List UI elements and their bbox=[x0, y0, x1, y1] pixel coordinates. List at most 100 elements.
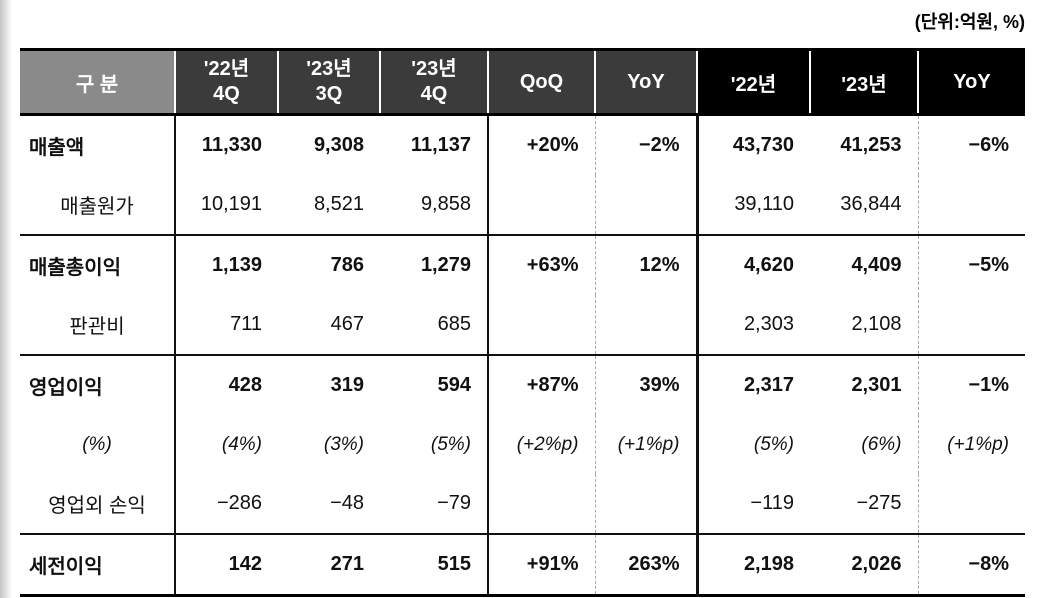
table-cell: 43,730 bbox=[732, 134, 794, 156]
table-cell: (+1%p) bbox=[595, 415, 699, 474]
header-line: 4Q bbox=[420, 83, 448, 105]
table-cell bbox=[918, 474, 1025, 534]
table-cell: 319 bbox=[278, 354, 380, 415]
header-cell-23y-3q: '23년 3Q bbox=[278, 49, 381, 116]
table-cell: (6%) bbox=[810, 415, 919, 474]
header-cell-23y: '23년 bbox=[810, 49, 919, 116]
table-row-non-operating: 영업외 손익 −286 −48 −79 −119 −275 bbox=[20, 474, 1025, 534]
table-cell: 263% bbox=[595, 533, 699, 596]
table-cell: 2,301 bbox=[810, 354, 919, 415]
table-cell: −286 bbox=[216, 492, 262, 514]
table-cell: 12% bbox=[595, 234, 699, 295]
table-cell: 2,026 bbox=[810, 533, 919, 596]
table-cell bbox=[595, 295, 699, 355]
table-cell: −275 bbox=[810, 474, 919, 534]
table-cell: 41,253 bbox=[810, 114, 919, 175]
table-cell: 786 bbox=[278, 234, 380, 295]
table-cell: 39,110 bbox=[734, 193, 794, 215]
header-line: '23년 bbox=[306, 58, 352, 80]
header-cell-qoq: QoQ bbox=[488, 49, 596, 116]
row-label: (%) bbox=[20, 415, 176, 474]
table-cell: 271 bbox=[278, 533, 380, 596]
table-cell: (5%) bbox=[753, 433, 794, 455]
header-cell-22y-4q: '22년 4Q bbox=[175, 49, 279, 116]
table-cell: −119 bbox=[750, 492, 794, 514]
table-cell: 2,317 bbox=[697, 354, 810, 415]
table-body: 매출액 11,330 9,308 11,137 +20% −2% 43,730 … bbox=[20, 114, 1025, 596]
table-cell bbox=[918, 295, 1025, 355]
table-cell: 142 bbox=[175, 533, 278, 596]
row-label: 영업이익 bbox=[20, 354, 176, 415]
header-cell-23y-4q: '23년 4Q bbox=[380, 49, 489, 116]
table-cell: 515 bbox=[380, 533, 489, 596]
table-cell: (3%) bbox=[323, 433, 364, 455]
header-line: 4Q bbox=[213, 83, 240, 105]
row-label: 세전이익 bbox=[20, 533, 176, 596]
table-cell: 711 bbox=[230, 313, 262, 335]
row-label: 매출액 bbox=[20, 114, 176, 175]
table-cell: −48 bbox=[330, 492, 364, 514]
header-cell-yoy-annual: YoY bbox=[918, 49, 1025, 116]
unit-note: (단위:억원, %) bbox=[914, 12, 1025, 32]
table-row-operating-margin: (%) (4%) (3%) (5%) (+2%p) (+1%p) (5%) (6… bbox=[20, 415, 1025, 474]
table-cell: 11,137 bbox=[380, 114, 489, 175]
table-cell: −5% bbox=[918, 234, 1025, 295]
table-cell: 39% bbox=[595, 354, 699, 415]
header-cell-yoy-quarter: YoY bbox=[595, 49, 698, 116]
table-cell: 1,279 bbox=[380, 234, 489, 295]
table-cell: 9,858 bbox=[380, 175, 489, 235]
header-line: '23년 bbox=[411, 58, 457, 80]
table-cell: 594 bbox=[380, 354, 489, 415]
table-cell: (+1%p) bbox=[947, 433, 1009, 455]
table-cell: −1% bbox=[918, 354, 1025, 415]
table-cell: 2,198 bbox=[697, 533, 810, 596]
table-row-revenue: 매출액 11,330 9,308 11,137 +20% −2% 43,730 … bbox=[20, 114, 1025, 175]
table-cell bbox=[595, 175, 699, 235]
row-label: 매출총이익 bbox=[20, 234, 176, 295]
table-row-gross-profit: 매출총이익 1,139 786 1,279 +63% 12% 4,620 4,4… bbox=[20, 234, 1025, 295]
table-cell bbox=[918, 175, 1025, 235]
row-label: 매출원가 bbox=[20, 175, 176, 235]
table-row-pretax-profit: 세전이익 142 271 515 +91% 263% 2,198 2,026 −… bbox=[20, 533, 1025, 596]
table-cell bbox=[488, 175, 596, 235]
table-cell bbox=[488, 295, 596, 355]
header-line: '22년 bbox=[203, 58, 250, 80]
table-cell: 685 bbox=[380, 295, 489, 355]
header-cell-22y: '22년 bbox=[697, 49, 811, 116]
table-cell: 10,191 bbox=[200, 193, 262, 215]
table-cell: +87% bbox=[488, 354, 596, 415]
table-cell: −6% bbox=[968, 134, 1009, 156]
table-cell: 467 bbox=[330, 313, 364, 335]
table-cell: 2,108 bbox=[810, 295, 919, 355]
financial-summary-table: 구 분 '22년 4Q '23년 3Q '23년 4Q QoQ YoY '22년… bbox=[20, 48, 1025, 597]
table-cell bbox=[595, 474, 699, 534]
table-cell: 4,620 bbox=[697, 234, 810, 295]
row-label: 판관비 bbox=[20, 295, 176, 355]
header-cell-category: 구 분 bbox=[20, 49, 176, 116]
table-cell: 36,844 bbox=[810, 175, 919, 235]
table-cell: 2,303 bbox=[743, 313, 794, 335]
table-row-operating-profit: 영업이익 428 319 594 +87% 39% 2,317 2,301 −1… bbox=[20, 354, 1025, 415]
table-cell: −2% bbox=[595, 114, 699, 175]
table-header: 구 분 '22년 4Q '23년 3Q '23년 4Q QoQ YoY '22년… bbox=[20, 49, 1025, 116]
table-cell: +63% bbox=[488, 234, 596, 295]
table-cell: +20% bbox=[488, 114, 596, 175]
table-cell: −8% bbox=[918, 533, 1025, 596]
table-cell: (5%) bbox=[380, 415, 489, 474]
table-row-cogs: 매출원가 10,191 8,521 9,858 39,110 36,844 bbox=[20, 175, 1025, 235]
table-cell: 8,521 bbox=[313, 193, 364, 215]
table-cell: 11,330 bbox=[201, 134, 262, 156]
header-row: 구 분 '22년 4Q '23년 3Q '23년 4Q QoQ YoY '22년… bbox=[20, 49, 1025, 116]
table-cell: +91% bbox=[488, 533, 596, 596]
table-cell: 9,308 bbox=[313, 134, 364, 156]
scan-edge-artifact bbox=[0, 0, 12, 598]
table-cell: −79 bbox=[380, 474, 489, 534]
table-cell bbox=[488, 474, 596, 534]
table-cell: 4,409 bbox=[810, 234, 919, 295]
header-line: 3Q bbox=[315, 83, 343, 105]
table-cell: (4%) bbox=[221, 433, 262, 455]
table-row-sgna: 판관비 711 467 685 2,303 2,108 bbox=[20, 295, 1025, 355]
table-cell: 428 bbox=[175, 354, 278, 415]
table-cell: (+2%p) bbox=[488, 415, 596, 474]
row-label: 영업외 손익 bbox=[20, 474, 176, 534]
